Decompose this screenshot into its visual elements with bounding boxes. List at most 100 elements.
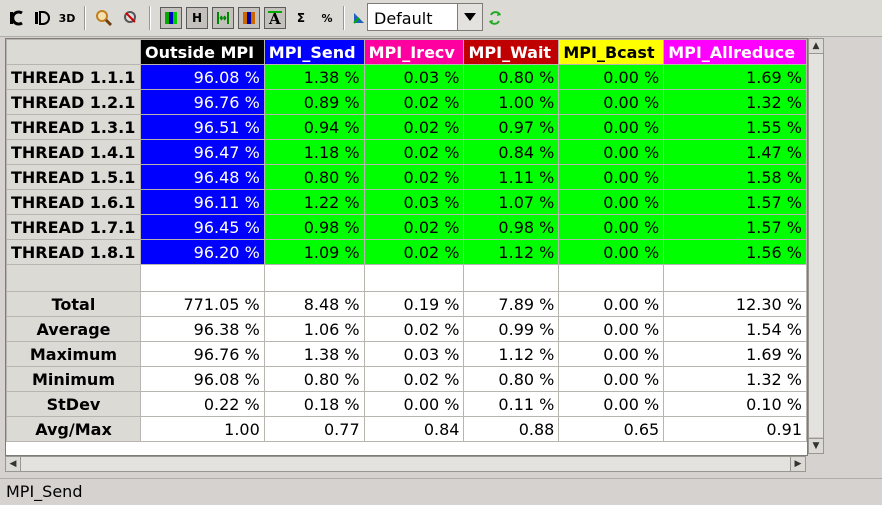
table-cell[interactable]: 1.58 %: [663, 164, 807, 190]
stats-cell: 0.00 %: [558, 366, 665, 392]
search-icon[interactable]: [93, 7, 115, 29]
table-cell[interactable]: 96.45 %: [139, 214, 265, 240]
row-header[interactable]: THREAD 1.1.1: [6, 64, 141, 90]
scroll-left-icon[interactable]: ◀: [6, 457, 21, 471]
vertical-scroll-thumb[interactable]: [809, 54, 823, 437]
stats-row-header: Avg/Max: [6, 416, 141, 442]
table-cell[interactable]: 0.00 %: [558, 164, 665, 190]
table-cell[interactable]: 0.98 %: [263, 214, 365, 240]
table-cell[interactable]: 0.80 %: [263, 164, 365, 190]
row-header[interactable]: THREAD 1.6.1: [6, 189, 141, 215]
table-cell[interactable]: 0.00 %: [558, 214, 665, 240]
table-cell[interactable]: 0.03 %: [363, 64, 465, 90]
table-cell[interactable]: 96.51 %: [139, 114, 265, 140]
vertical-scrollbar[interactable]: ▲ ▼: [808, 38, 824, 454]
table-cell[interactable]: 0.84 %: [463, 139, 560, 165]
zoom-icon[interactable]: [120, 7, 142, 29]
table-cell[interactable]: 96.11 %: [139, 189, 265, 215]
table-cell[interactable]: 0.89 %: [263, 89, 365, 115]
data-view-icon[interactable]: [31, 7, 53, 29]
scroll-up-icon[interactable]: ▲: [809, 39, 823, 54]
table-cell[interactable]: 1.55 %: [663, 114, 807, 140]
column-header-outside-mpi[interactable]: Outside MPI: [139, 39, 265, 65]
table-cell[interactable]: 0.03 %: [363, 189, 465, 215]
table-cell[interactable]: 1.56 %: [663, 239, 807, 265]
table-cell[interactable]: 1.00 %: [463, 89, 560, 115]
table-cell[interactable]: 1.18 %: [263, 139, 365, 165]
stats-cell: 8.48 %: [263, 291, 365, 317]
stats-cell: 0.80 %: [463, 366, 560, 392]
table-cell[interactable]: 1.69 %: [663, 64, 807, 90]
column-header-mpi-bcast[interactable]: MPI_Bcast: [558, 39, 665, 65]
column-header-mpi-irecv[interactable]: MPI_Irecv: [363, 39, 465, 65]
gradient-color-icon[interactable]: [160, 7, 182, 29]
stats-cell: 12.30 %: [663, 291, 807, 317]
scroll-right-icon[interactable]: ▶: [790, 457, 805, 471]
percent-icon[interactable]: %: [321, 11, 333, 25]
column-header-mpi-allreduce[interactable]: MPI_Allreduce: [663, 39, 807, 65]
table-cell[interactable]: 0.02 %: [363, 239, 465, 265]
table-cell[interactable]: 0.02 %: [363, 164, 465, 190]
table-cell[interactable]: 96.48 %: [139, 164, 265, 190]
text-format-icon[interactable]: A: [264, 7, 286, 29]
table-cell[interactable]: 1.57 %: [663, 214, 807, 240]
table-cell[interactable]: 0.02 %: [363, 89, 465, 115]
table-cell[interactable]: 1.22 %: [263, 189, 365, 215]
table-cell[interactable]: 1.09 %: [263, 239, 365, 265]
table-cell[interactable]: 0.02 %: [363, 139, 465, 165]
stats-cell: 0.22 %: [139, 391, 265, 417]
table-cell[interactable]: 96.47 %: [139, 139, 265, 165]
status-bar: MPI_Send: [0, 478, 882, 505]
table-cell[interactable]: 96.76 %: [139, 89, 265, 115]
table-cell[interactable]: 1.07 %: [463, 189, 560, 215]
table-cell[interactable]: 0.02 %: [363, 214, 465, 240]
row-header[interactable]: THREAD 1.2.1: [6, 89, 141, 115]
table-cell[interactable]: 0.00 %: [558, 239, 665, 265]
chevron-down-icon[interactable]: [457, 4, 482, 30]
table-cell[interactable]: 1.57 %: [663, 189, 807, 215]
table-cell[interactable]: 96.20 %: [139, 239, 265, 265]
table-cell[interactable]: 1.38 %: [263, 64, 365, 90]
scroll-down-icon[interactable]: ▼: [809, 438, 823, 453]
table-cell[interactable]: 0.00 %: [558, 139, 665, 165]
table-cell[interactable]: 1.12 %: [463, 239, 560, 265]
table-cell[interactable]: 0.00 %: [558, 64, 665, 90]
code-view-icon[interactable]: [6, 7, 28, 29]
horizontal-scroll-thumb[interactable]: [21, 457, 790, 471]
table-cell[interactable]: 0.00 %: [558, 89, 665, 115]
sum-icon[interactable]: Σ: [296, 11, 306, 25]
fit-width-icon[interactable]: [212, 7, 234, 29]
table-row: THREAD 1.8.1 96.20 % 1.09 % 0.02 % 1.12 % 0.0…: [6, 239, 807, 265]
row-header[interactable]: THREAD 1.4.1: [6, 139, 141, 165]
stats-cell: 0.80 %: [263, 366, 365, 392]
row-header[interactable]: THREAD 1.3.1: [6, 114, 141, 140]
table-cell[interactable]: 0.00 %: [558, 189, 665, 215]
column-header-mpi-send[interactable]: MPI_Send: [263, 39, 365, 65]
table-cell[interactable]: 0.80 %: [463, 64, 560, 90]
column-header-mpi-wait[interactable]: MPI_Wait: [463, 39, 560, 65]
table-cell[interactable]: 96.08 %: [139, 64, 265, 90]
table-cell[interactable]: 0.94 %: [263, 114, 365, 140]
table-cell[interactable]: 0.97 %: [463, 114, 560, 140]
table-cell[interactable]: 1.47 %: [663, 139, 807, 165]
table-cell[interactable]: 0.02 %: [363, 114, 465, 140]
table-cell[interactable]: 0.98 %: [463, 214, 560, 240]
stats-row: StDev 0.22 % 0.18 % 0.00 % 0.11 % 0.00 % 0.10 …: [6, 391, 807, 417]
stats-cell: 0.00 %: [558, 316, 665, 342]
table-cell[interactable]: 1.11 %: [463, 164, 560, 190]
table-cell[interactable]: 1.32 %: [663, 89, 807, 115]
row-header[interactable]: THREAD 1.5.1: [6, 164, 141, 190]
row-header[interactable]: THREAD 1.8.1: [6, 239, 141, 265]
row-header[interactable]: THREAD 1.7.1: [6, 214, 141, 240]
horizontal-scrollbar[interactable]: ◀ ▶: [5, 456, 806, 472]
stats-cell: 0.77: [263, 416, 365, 442]
3d-view-icon[interactable]: 3D: [58, 11, 76, 25]
refresh-icon[interactable]: [484, 7, 506, 29]
h-align-icon[interactable]: H: [186, 7, 208, 29]
histogram-table: Outside MPI MPI_Send MPI_Irecv MPI_Wait …: [5, 38, 808, 456]
semantic-dropdown[interactable]: Default: [367, 3, 483, 31]
stats-cell: 0.02 %: [363, 316, 465, 342]
column-color-icon[interactable]: [238, 7, 260, 29]
table-cell[interactable]: 0.00 %: [558, 114, 665, 140]
semantic-icon[interactable]: [348, 7, 370, 29]
